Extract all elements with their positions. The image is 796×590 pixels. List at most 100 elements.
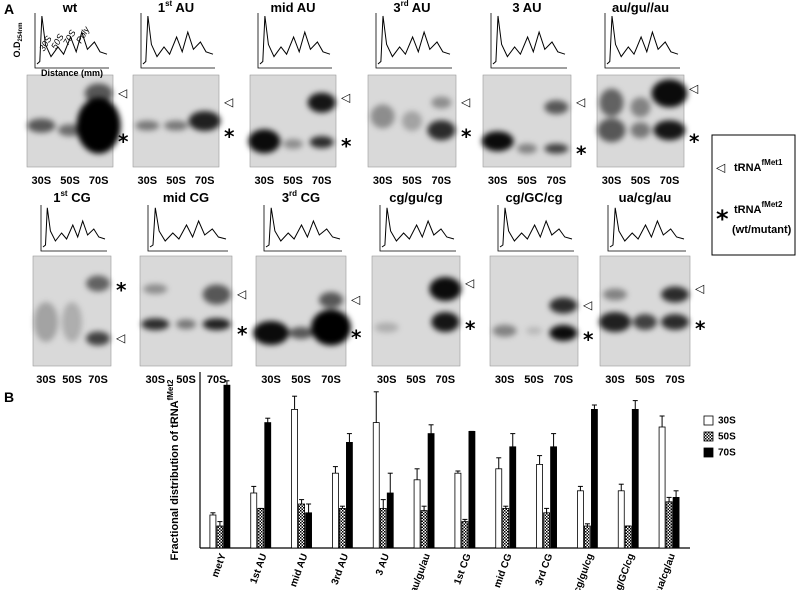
error-bar [428, 424, 434, 434]
bar [372, 422, 380, 549]
od-profile [42, 207, 106, 248]
bar [332, 472, 339, 549]
band [164, 120, 188, 131]
error-bar [544, 507, 550, 513]
title-text: 1 [158, 0, 165, 15]
blot [253, 255, 351, 367]
title-text: mid AU [270, 0, 315, 15]
lane-label: 70S [207, 374, 227, 386]
band-marker: ◁ [582, 298, 592, 312]
blot [481, 74, 572, 168]
bar [617, 490, 625, 549]
error-bar [632, 400, 638, 410]
bar [468, 430, 476, 549]
od-profile [149, 207, 227, 248]
band-marker: * [224, 125, 235, 149]
band-marker: ◁ [350, 293, 360, 307]
band [58, 124, 82, 137]
lane-label: 30S [36, 374, 56, 386]
blot-bands [374, 277, 462, 333]
x-tick-label: 3 AU [374, 552, 392, 577]
error-bar [210, 512, 216, 515]
band-marker: * [461, 125, 472, 149]
band-marker: * [341, 134, 352, 158]
lane-label: 30S [605, 374, 625, 386]
error-bar [462, 518, 468, 522]
band [202, 318, 231, 331]
blot-bands [135, 111, 221, 131]
blot-bands [492, 297, 578, 341]
lane-label: 30S [138, 175, 158, 187]
panel-title: cg/gu/cg [389, 190, 443, 205]
bar [461, 521, 469, 549]
blot [32, 255, 112, 367]
band-marker: * [689, 129, 700, 153]
lane-label: 50S [635, 374, 655, 386]
blot [596, 74, 688, 168]
band [141, 318, 170, 331]
band [253, 321, 289, 345]
band [630, 122, 651, 139]
lane-label: 50S [166, 175, 186, 187]
x-tick-label: cg/gu/cg [572, 552, 596, 590]
legend-swatch [703, 447, 714, 458]
band [599, 88, 624, 117]
lane-label: 70S [554, 374, 574, 386]
error-bar [306, 503, 312, 513]
band-marker: ◁ [117, 86, 127, 100]
title-text: cg/GC/cg [505, 190, 562, 205]
band-marker: * [118, 129, 129, 153]
bar [672, 496, 680, 549]
x-tick-label: 3rd AU [330, 552, 351, 586]
panel-title: 1st CG [53, 189, 90, 205]
band [549, 297, 578, 314]
od-profile [606, 15, 679, 65]
blot-background [599, 255, 691, 367]
legend-label: 30S [718, 416, 736, 427]
profile-axes [379, 205, 456, 252]
od-profile [381, 207, 455, 248]
error-bar [414, 468, 420, 480]
band [27, 118, 56, 133]
profile-y-label: O.D254nm [12, 22, 24, 57]
panel-label: A [4, 1, 14, 17]
title-text: AU [409, 0, 431, 15]
band [202, 284, 231, 305]
band [526, 326, 542, 335]
band [307, 92, 336, 113]
band-marker: * [465, 317, 476, 341]
legend-label: 70S [718, 448, 736, 459]
title-text: cg/gu/cg [389, 190, 443, 205]
title-text: 3 [393, 0, 400, 15]
title-text: wt [62, 0, 78, 15]
profile-axes [375, 13, 452, 69]
blot-background [249, 74, 337, 168]
panel-title: 3 AU [512, 0, 541, 15]
band-marker: ◁ [115, 331, 125, 345]
band-marker: ◁ [688, 81, 698, 95]
x-tick-label: mid AU [288, 552, 310, 588]
panel-label: B [4, 389, 14, 405]
lane-label: 30S [261, 374, 281, 386]
blot [248, 74, 337, 168]
lane-label: 30S [32, 175, 52, 187]
band [311, 309, 351, 346]
panel-title: ua/cg/au [619, 190, 672, 205]
error-bar [618, 483, 624, 491]
blot-bands [481, 100, 569, 154]
legend-text: tRNA [734, 162, 762, 174]
bar [658, 426, 666, 549]
od-profile [36, 15, 108, 65]
band [34, 302, 58, 342]
band [188, 111, 221, 131]
lane-label: 50S [60, 175, 80, 187]
blot [26, 74, 121, 168]
lane-label: 50S [524, 374, 544, 386]
panel-title: wt [62, 0, 78, 15]
band-marker: * [695, 317, 706, 341]
legend-sup: fMet1 [762, 158, 783, 167]
blot [367, 74, 457, 168]
blot-bands [599, 286, 689, 332]
band-marker: * [237, 322, 248, 346]
band [76, 97, 121, 154]
